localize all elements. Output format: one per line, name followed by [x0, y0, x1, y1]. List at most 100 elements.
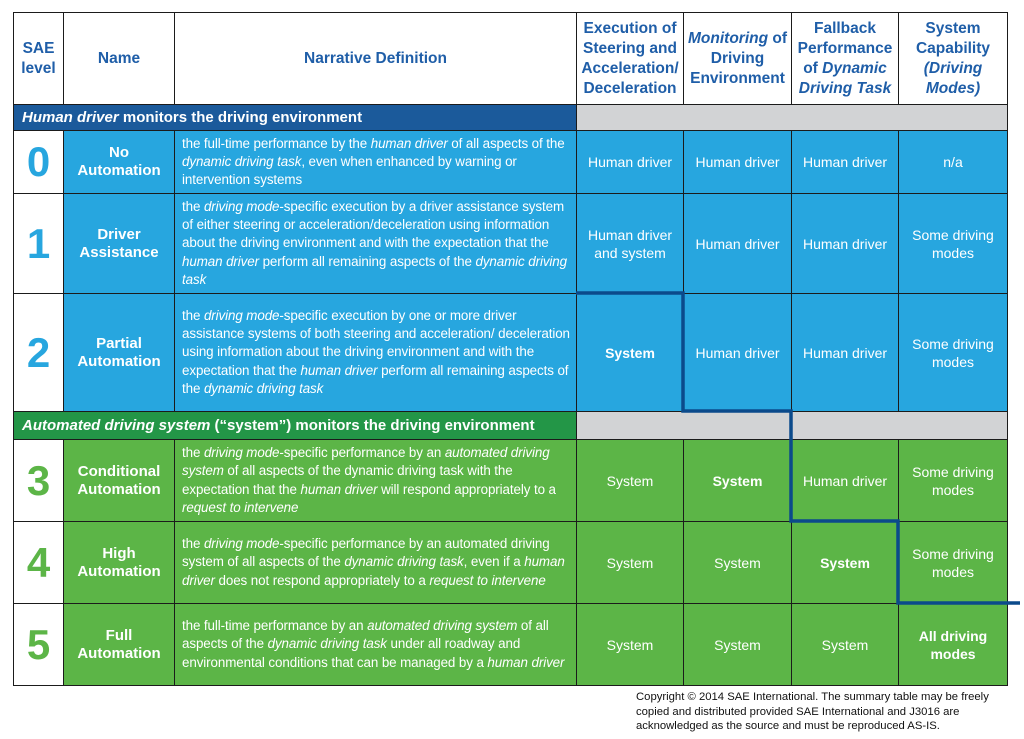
responsibility-cell: Some driving modes: [899, 522, 1007, 603]
text-segment: the: [182, 444, 204, 460]
text-segment: driving mode: [203, 444, 280, 460]
cell-text: Some driving modes: [912, 226, 994, 261]
text-block: the full-time performance by the human d…: [182, 135, 570, 190]
text-block: Monitoring of Driving Environment: [688, 29, 787, 89]
column-header: SAE level: [14, 13, 63, 104]
text-segment: dynamic driving task: [182, 253, 567, 287]
text-segment: driving mode: [203, 198, 280, 214]
name-text: Conditional Automation: [77, 462, 161, 498]
level-text: 4: [26, 538, 51, 586]
text-segment: Execution of Steering and Acceleration/ …: [581, 19, 679, 97]
cell-text: System: [606, 636, 654, 653]
text-segment: perform all remaining aspects of the: [258, 253, 476, 269]
text-segment: Dynamic Driving Task: [798, 59, 892, 97]
cell-text: Human driver and system: [587, 226, 673, 261]
narrative: the driving mode-specific performance by…: [175, 522, 576, 603]
level-number: 1: [14, 194, 63, 293]
text-segment: dynamic driving task: [344, 554, 464, 570]
text-segment: dynamic driving task: [203, 380, 324, 396]
section-filler: [577, 105, 1007, 130]
level-text: 3: [26, 456, 51, 504]
text-segment: dynamic driving task: [267, 636, 387, 652]
responsibility-cell: System: [684, 522, 791, 603]
text-segment: does not respond appropriately to a: [214, 572, 430, 588]
column-header: Monitoring of Driving Environment: [684, 13, 791, 104]
text-block: Fallback Performance of Dynamic Driving …: [796, 19, 894, 99]
level-name: Full Automation: [64, 604, 174, 685]
text-segment: System Capability: [915, 19, 991, 57]
responsibility-cell: Human driver: [577, 131, 683, 193]
cell-text: Human driver: [695, 235, 780, 252]
level-name: Partial Automation: [64, 294, 174, 411]
cell-text: n/a: [943, 154, 963, 170]
text-segment: (Driving Modes): [923, 59, 983, 97]
responsibility-cell: System: [577, 522, 683, 603]
narrative: the driving mode-specific execution by a…: [175, 194, 576, 293]
text-block: Execution of Steering and Acceleration/ …: [581, 19, 679, 99]
name-text: Partial Automation: [77, 334, 161, 370]
text-segment: of Driving Environment: [690, 29, 787, 87]
text-segment: -specific execution by one or more drive…: [182, 307, 570, 378]
text-segment: driving mode: [203, 536, 280, 552]
level-number: 3: [14, 440, 63, 521]
text-segment: request to intervene: [182, 499, 299, 515]
level-number: 4: [14, 522, 63, 603]
responsibility-cell: Human driver: [684, 131, 791, 193]
section-filler: [577, 412, 1007, 439]
responsibility-cell: Human driver: [684, 194, 791, 293]
levels-table: SAE level Name Narrative Definition Executi…: [13, 12, 1008, 686]
text-block: the driving mode-specific performance by…: [182, 444, 570, 517]
level-number: 2: [14, 294, 63, 411]
responsibility-cell: Human driver: [792, 440, 898, 521]
text-block: the driving mode-specific performance by…: [182, 535, 570, 590]
text-segment: Monitoring: [688, 29, 769, 47]
responsibility-cell: Human driver: [684, 294, 791, 411]
text-block: the driving mode-specific execution by o…: [182, 307, 570, 398]
level-text: 5: [26, 620, 51, 668]
column-header: System Capability (Driving Modes): [899, 13, 1007, 104]
text-block: Name: [98, 49, 140, 69]
level-number: 5: [14, 604, 63, 685]
responsibility-cell: System: [792, 522, 898, 603]
text-segment: of all aspects of the: [182, 618, 549, 652]
responsibility-cell: Human driver: [792, 294, 898, 411]
narrative: the driving mode-specific performance by…: [175, 440, 576, 521]
responsibility-cell: System: [577, 294, 683, 411]
cell-text: Human driver: [802, 472, 888, 489]
text-segment: will respond appropriately to a: [377, 481, 556, 497]
text-segment: , even when enhanced by warning or inter…: [182, 153, 517, 188]
responsibility-cell: System: [577, 440, 683, 521]
responsibility-cell: Human driver: [792, 194, 898, 293]
level-text: 0: [26, 138, 51, 185]
level-name: No Automation: [64, 131, 174, 193]
responsibility-cell: System: [684, 604, 791, 685]
text-segment: dynamic driving task: [182, 153, 302, 169]
cell-text: Some driving modes: [912, 463, 994, 498]
name-text: High Automation: [77, 544, 161, 580]
text-segment: Human driver: [22, 109, 119, 126]
cell-text: System: [712, 472, 763, 489]
responsibility-cell: System: [684, 440, 791, 521]
text-segment: SAE level: [21, 39, 56, 77]
narrative: the full-time performance by the human d…: [175, 131, 576, 193]
column-header: Name: [64, 13, 174, 104]
section-heading: Human driver monitors the driving enviro…: [14, 105, 576, 130]
responsibility-cell: System: [792, 604, 898, 685]
text-segment: the full-time performance by an: [182, 618, 368, 634]
cell-text: All driving modes: [918, 627, 988, 662]
text-block: the full-time performance by an automate…: [182, 617, 570, 672]
level-name: Conditional Automation: [64, 440, 174, 521]
text-segment: human driver: [300, 362, 378, 378]
text-block: Automated driving system (“system”) moni…: [22, 417, 535, 434]
responsibility-cell: Some driving modes: [899, 294, 1007, 411]
text-segment: human driver: [370, 135, 448, 151]
cell-text: Human driver: [695, 344, 780, 361]
text-segment: human driver: [487, 654, 565, 670]
text-segment: of all aspects of the: [447, 135, 565, 151]
column-header: Execution of Steering and Acceleration/ …: [577, 13, 683, 104]
text-segment: automated driving system: [182, 444, 550, 479]
text-segment: under all roadway and environmental cond…: [182, 636, 521, 670]
cell-text: Human driver: [802, 344, 888, 361]
cell-text: System: [821, 636, 869, 653]
